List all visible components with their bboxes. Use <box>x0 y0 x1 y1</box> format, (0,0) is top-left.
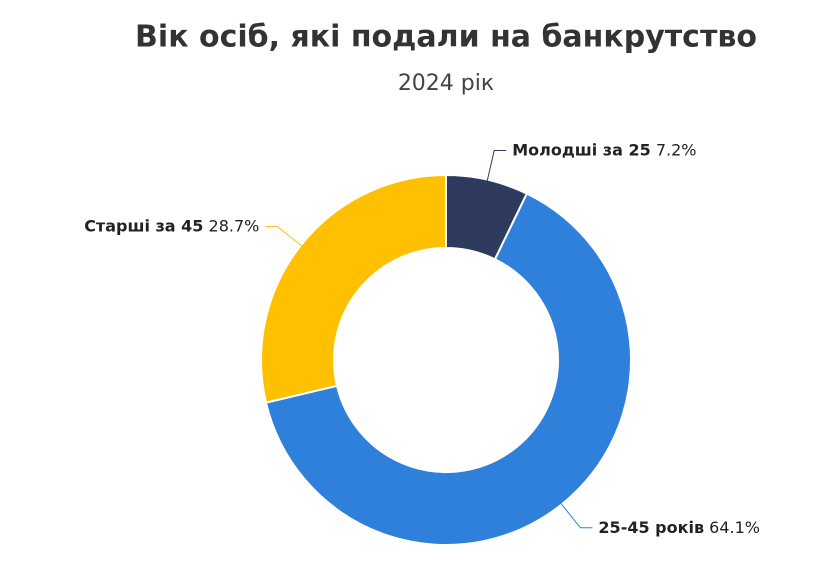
slice-label: Старші за 45 28.7% <box>84 216 259 235</box>
slice-value: 7.2% <box>656 140 697 159</box>
slice-label: 25-45 років 64.1% <box>598 517 760 536</box>
slice-value: 64.1% <box>709 517 760 536</box>
slice-value: 28.7% <box>209 216 260 235</box>
slice-category: 25-45 років <box>598 517 704 536</box>
leader-line <box>265 226 306 250</box>
donut-slice <box>260 173 447 404</box>
chart-subtitle: 2024 рік <box>398 71 494 96</box>
leader-line <box>557 499 593 529</box>
leader-line <box>485 149 507 186</box>
chart-title: Вік осіб, які подали на банкрутство <box>135 20 757 55</box>
slice-category: Старші за 45 <box>84 216 203 235</box>
slice-category: Молодші за 25 <box>512 140 651 159</box>
slice-label: Молодші за 25 7.2% <box>512 140 696 159</box>
donut-slice <box>264 192 632 546</box>
